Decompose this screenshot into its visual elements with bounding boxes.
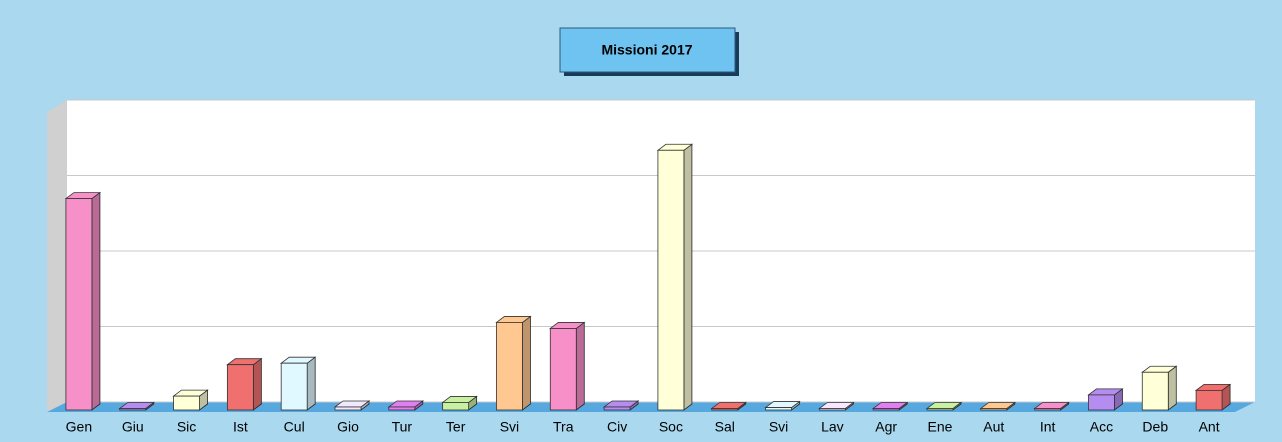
bar-side <box>1167 365 1177 411</box>
bar <box>1088 394 1115 411</box>
side-wall <box>47 100 67 412</box>
bar <box>119 408 147 411</box>
bar-side <box>522 315 531 411</box>
bar <box>603 406 631 411</box>
bar <box>1141 371 1169 411</box>
bar <box>280 362 308 411</box>
bar-side <box>683 143 693 411</box>
x-tick-label: Sic <box>177 419 196 435</box>
x-tick-label: Ant <box>1199 419 1220 435</box>
bar <box>818 408 846 411</box>
bar <box>657 149 685 411</box>
bar <box>226 364 254 411</box>
bar-side <box>306 356 316 411</box>
x-tick-label: Lav <box>821 419 844 435</box>
x-tick-label: Agr <box>875 419 897 435</box>
bar <box>442 402 470 411</box>
bar-side <box>252 357 262 411</box>
x-tick-label: Civ <box>607 419 627 435</box>
bar <box>926 408 954 411</box>
bar <box>388 406 416 411</box>
x-tick-label: Gio <box>337 419 359 435</box>
x-tick-label: Aut <box>983 419 1004 435</box>
chart-title: Missioni 2017 <box>601 42 692 58</box>
x-tick-label: Svi <box>500 419 519 435</box>
bar-side <box>575 321 585 411</box>
bar-side <box>91 191 101 411</box>
bar <box>549 328 577 411</box>
x-tick-label: Soc <box>659 419 683 435</box>
x-tick-label: Ist <box>233 419 248 435</box>
x-tick-label: Gen <box>66 419 92 435</box>
x-tick-label: Tur <box>392 419 413 435</box>
bar <box>334 406 362 411</box>
bar <box>980 408 1008 411</box>
bar <box>711 408 739 411</box>
x-tick-label: Tra <box>553 419 574 435</box>
x-tick-label: Sal <box>715 419 735 435</box>
bar <box>1195 389 1223 411</box>
x-tick-label: Deb <box>1142 419 1168 435</box>
bar <box>872 408 900 411</box>
title-box <box>559 27 736 73</box>
bar <box>765 407 792 411</box>
x-tick-label: Int <box>1040 419 1056 435</box>
x-tick-label: Acc <box>1090 419 1113 435</box>
bar <box>173 395 200 411</box>
x-tick-label: Cul <box>284 419 305 435</box>
x-tick-label: Svi <box>769 419 788 435</box>
x-tick-label: Ene <box>928 419 953 435</box>
x-tick-label: Giu <box>122 419 144 435</box>
x-tick-label: Ter <box>446 419 466 435</box>
bar <box>1034 408 1062 411</box>
bar <box>496 322 523 411</box>
bar <box>65 198 93 411</box>
